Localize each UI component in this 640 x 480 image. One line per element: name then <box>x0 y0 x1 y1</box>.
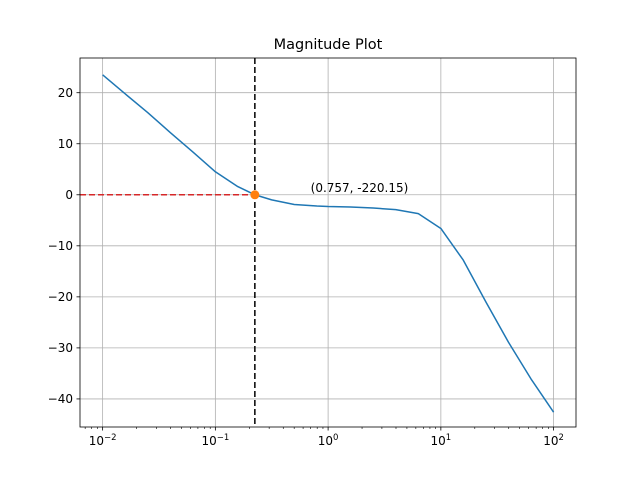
series <box>102 74 555 413</box>
y-tick-label: −30 <box>48 341 73 355</box>
x-tick-label: 10−2 <box>89 433 117 448</box>
crossover-marker <box>250 190 260 200</box>
y-tick-label: −40 <box>48 392 73 406</box>
crossover-point <box>250 190 260 200</box>
y-tick-label: 0 <box>65 188 73 202</box>
x-tick-label: 10−1 <box>201 433 229 448</box>
magnitude-curve <box>102 74 555 413</box>
x-tick-label: 101 <box>431 433 452 448</box>
chart-title: Magnitude Plot <box>274 37 383 53</box>
y-tick-label: −20 <box>48 290 73 304</box>
y-tick-label: 10 <box>58 137 73 151</box>
x-tick-label: 100 <box>318 433 339 448</box>
annotation-label: (0.757, -220.15) <box>311 181 409 195</box>
y-tick-label: −10 <box>48 239 73 253</box>
y-tick-label: 20 <box>58 86 73 100</box>
x-tick-label: 102 <box>543 433 564 448</box>
